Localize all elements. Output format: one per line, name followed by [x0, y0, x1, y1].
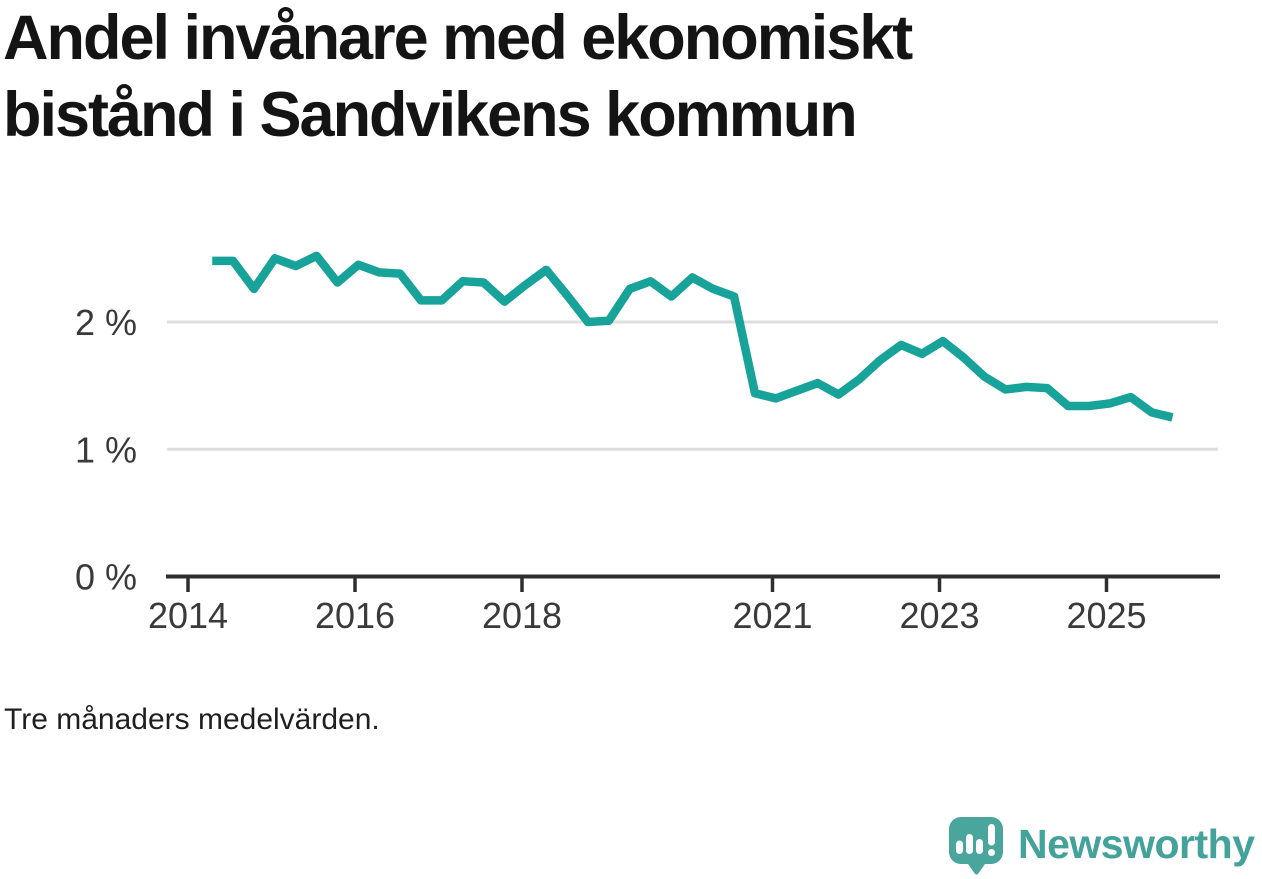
x-axis-label: 2023 — [899, 595, 979, 636]
data-line-series — [212, 251, 1174, 422]
x-axis-label: 2021 — [732, 595, 812, 636]
newsworthy-logo-text: Newsworthy — [1018, 821, 1255, 867]
newsworthy-logo: Newsworthy — [949, 817, 1255, 876]
bar-icon-short — [956, 840, 963, 854]
x-axis-label: 2016 — [315, 595, 395, 636]
x-axis-label: 2025 — [1066, 595, 1146, 636]
bar-icon-tall — [966, 834, 973, 854]
chart-title-line2: bistånd i Sandvikens kommun — [3, 80, 858, 150]
chart-title-line1: Andel invånare med ekonomiskt — [3, 3, 913, 73]
y-axis-label: 0 % — [75, 557, 137, 598]
exclamation-bar-icon — [988, 824, 995, 846]
y-axis-label: 1 % — [75, 429, 137, 470]
chart-title: Andel invånare med ekonomiskt bistånd i … — [3, 0, 1103, 154]
x-axis-label: 2018 — [482, 595, 562, 636]
bar-icon-medium — [976, 839, 983, 854]
newsworthy-logo-icon — [949, 817, 1003, 875]
x-axis-label: 2014 — [148, 595, 228, 636]
chart-footnote: Tre månaders medelvärden. — [4, 703, 380, 736]
exclamation-dot-icon — [988, 849, 995, 856]
y-axis-label: 2 % — [75, 302, 137, 343]
